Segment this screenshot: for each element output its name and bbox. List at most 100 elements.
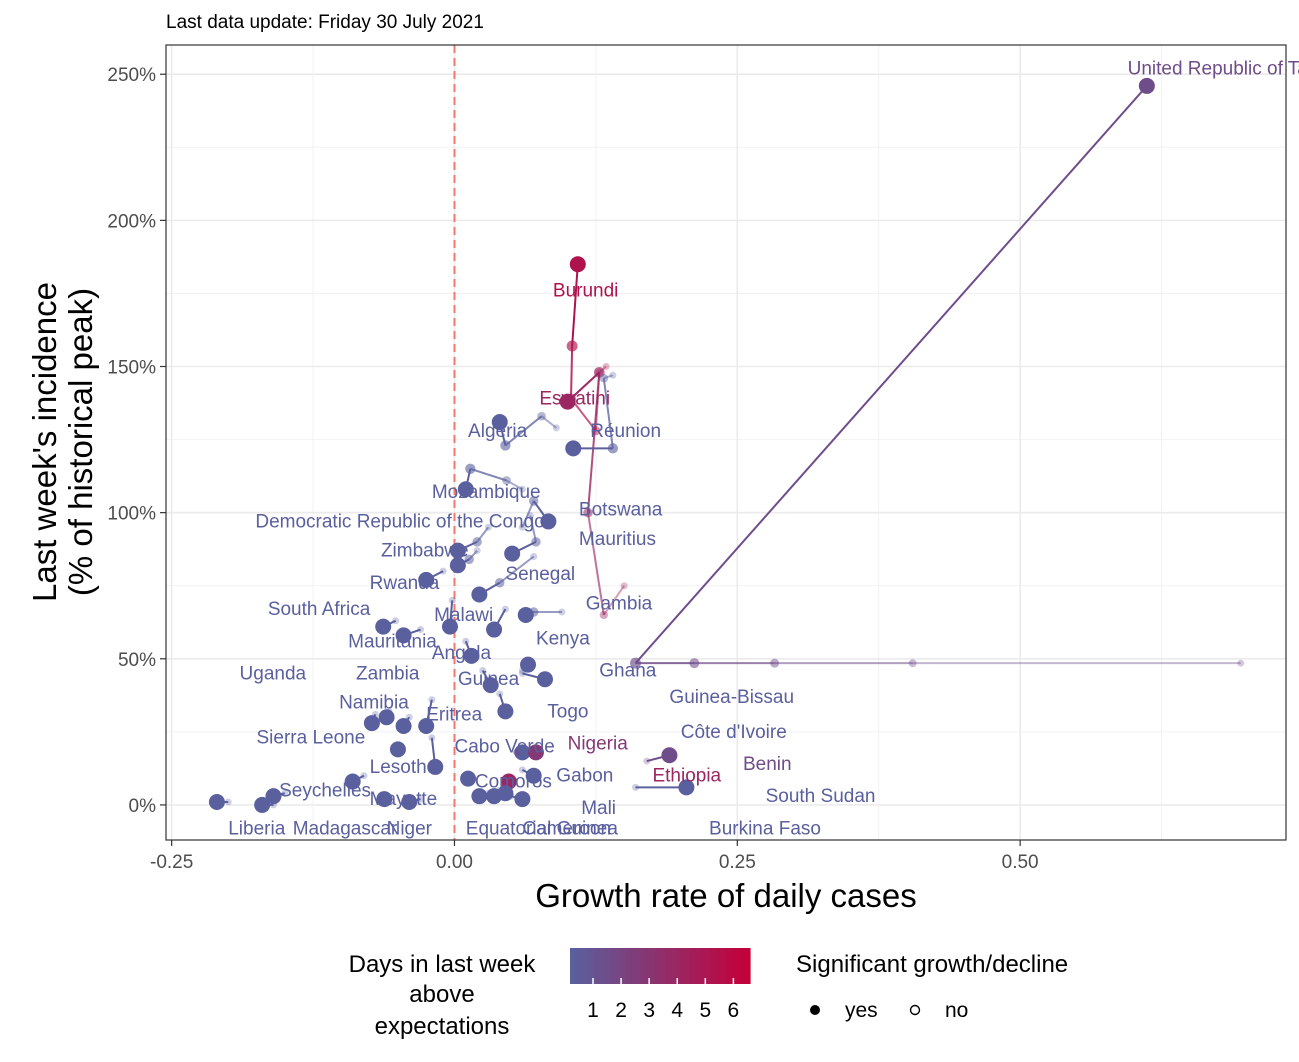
country-current-point [449, 542, 466, 559]
y-tick-label: 0% [129, 796, 157, 817]
country-label: Guinea-Bissau [669, 687, 794, 708]
colorbar-segment [670, 948, 676, 984]
country-history-point [473, 547, 481, 555]
country-label: Mozambique [432, 482, 541, 503]
country-label: South Sudan [766, 786, 876, 807]
country-current-point [389, 741, 406, 758]
colorbar-segment [680, 948, 686, 984]
country-history-point [528, 496, 539, 506]
country-history-point [770, 658, 780, 668]
colorbar-segment [725, 948, 731, 984]
plot-area: United Republic of Tanzania Burundi Eswati… [165, 44, 1299, 841]
colorbar-segment [665, 948, 671, 984]
country-current-point [375, 618, 392, 635]
country-label: Niger [387, 818, 433, 839]
country-history-point [530, 552, 538, 560]
trail-segment [504, 415, 543, 447]
colorbar-segment [675, 948, 681, 984]
country-history-point [513, 748, 521, 756]
colorbar-label: 5 [699, 999, 711, 1022]
country-label: Botswana [579, 500, 663, 521]
colorbar-segment [715, 948, 721, 984]
country-label: Malawi [434, 605, 493, 626]
country-current-point [482, 677, 499, 694]
country-label: Nigeria [568, 734, 629, 755]
colorbar-segment [730, 948, 736, 984]
colorbar-segment [580, 948, 586, 984]
colorbar-segment [600, 948, 606, 984]
country-history-point [591, 426, 601, 436]
country-history-point [908, 659, 917, 668]
country-history-point [620, 582, 628, 590]
country-current-point [395, 627, 412, 644]
plot-background [166, 45, 1286, 840]
country-history-point [599, 610, 608, 620]
trail-segment [570, 346, 574, 399]
country-history-point [689, 658, 700, 669]
country-current-point [559, 393, 576, 410]
colorbar-segment [630, 948, 636, 984]
country-current-point [525, 767, 542, 784]
country-history-point [1237, 659, 1245, 667]
country-label: Togo [547, 701, 588, 722]
country-current-point [471, 788, 488, 805]
country-current-point [378, 709, 395, 726]
trail-segment [586, 512, 605, 616]
country-label: Kenya [536, 628, 590, 649]
plot-border [165, 44, 1287, 841]
legend-shape-title: Significant growth/decline [796, 951, 1068, 978]
country-current-point [463, 647, 480, 664]
country-history-point [558, 608, 566, 616]
country-current-point [401, 794, 418, 811]
trail-segment [506, 479, 523, 491]
colorbar-segment [585, 948, 591, 984]
country-label: Cabo Verde [454, 736, 554, 757]
y-tick-label: 100% [107, 504, 156, 525]
country-label: Benin [743, 754, 792, 775]
colorbar-segment [685, 948, 691, 984]
country-label: Democratic Republic of the Congo [255, 511, 544, 532]
legend-shape-hollow [909, 1004, 921, 1016]
colorbar-segment [595, 948, 601, 984]
country-current-point [540, 513, 557, 530]
country-label: Comoros [475, 772, 552, 793]
colorbar-segment [720, 948, 726, 984]
country-current-point [569, 256, 586, 273]
country-history-point [417, 795, 425, 803]
country-history-point [552, 424, 560, 432]
trail-segment [603, 374, 614, 380]
colorbar-segment [660, 948, 666, 984]
country-current-point [418, 571, 435, 588]
country-label: Mali [581, 798, 616, 819]
country-history-point [448, 596, 456, 604]
legend-color-title-line-1: Days in last week [349, 951, 537, 978]
country-history-point [631, 783, 639, 791]
country-label: Eritrea [426, 704, 482, 725]
colorbar-segment [575, 948, 581, 984]
colorbar-segment [705, 948, 711, 984]
country-label: Côte d'Ivoire [681, 722, 787, 743]
country-history-point [583, 507, 593, 518]
country-current-point [517, 606, 534, 623]
trail-segment [602, 585, 626, 616]
country-label: Uganda [240, 663, 307, 684]
colorbar-segment [590, 948, 596, 984]
country-current-point [520, 656, 537, 673]
country-history-point [428, 696, 436, 704]
country-current-point [395, 718, 412, 735]
country-history-point [417, 626, 425, 634]
legend-color-title-line-2: above [409, 981, 474, 1008]
country-label: Rwanda [370, 573, 440, 594]
country-current-point [678, 779, 695, 796]
country-history-point [392, 617, 400, 625]
country-current-point [363, 715, 380, 732]
country-history-point [494, 578, 505, 588]
colorbar-segment [615, 948, 621, 984]
country-labels: United Republic of Tanzania Burundi Eswati… [228, 58, 1299, 839]
country-label: Senegal [505, 564, 575, 585]
country-history-point [518, 485, 526, 493]
country-history-point [518, 523, 526, 531]
country-label: Zambia [356, 663, 420, 684]
